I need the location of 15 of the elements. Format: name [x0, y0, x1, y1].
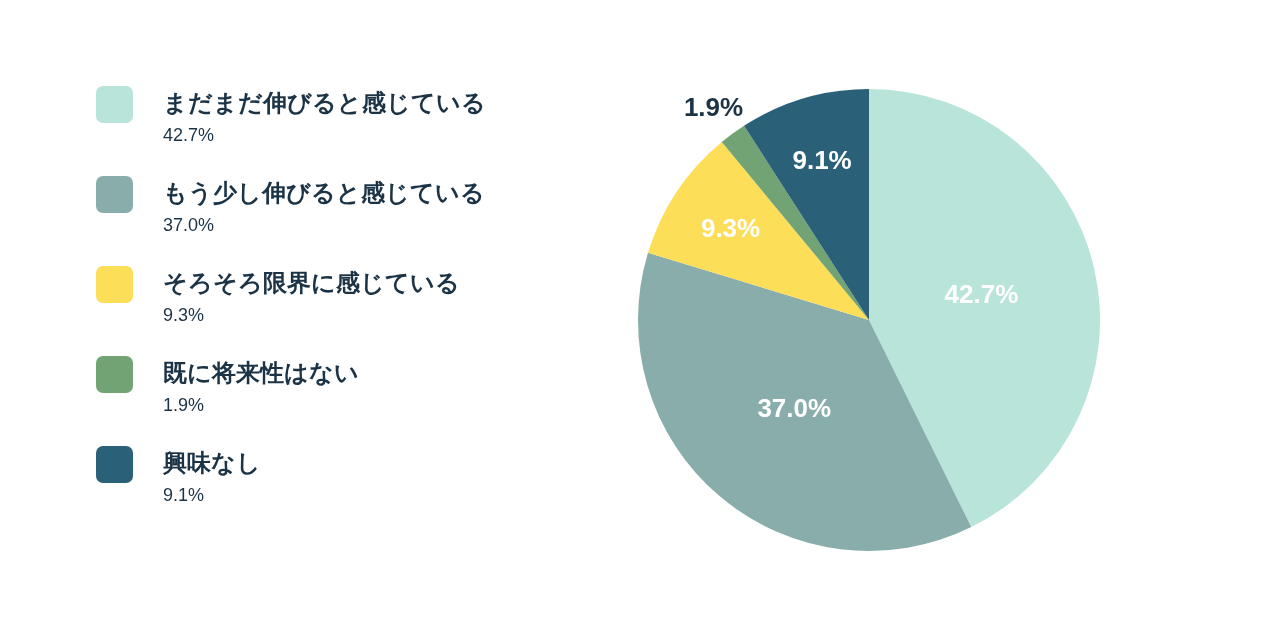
text: 37.0% — [163, 215, 215, 235]
data-label: 42.7% — [944, 278, 1019, 309]
data-label: 9.1% — [792, 145, 852, 176]
text: 9.3% — [163, 305, 205, 325]
legend-label: 興味なし — [162, 449, 261, 476]
legend-label: そろそろ限界に感じている — [163, 269, 460, 296]
data-label: 1.9% — [683, 92, 744, 123]
text: 9.1% — [163, 485, 205, 505]
legend-label: まだまだ伸びると感じている — [163, 89, 486, 116]
legend-label: もう少し伸びると感じている — [163, 179, 485, 207]
text: 1.9% — [163, 395, 205, 415]
legend-label: 既に将来性はない — [163, 359, 359, 386]
data-label: 9.3% — [700, 212, 761, 243]
data-label: 37.0% — [757, 393, 832, 424]
text: 42.7% — [163, 125, 215, 145]
